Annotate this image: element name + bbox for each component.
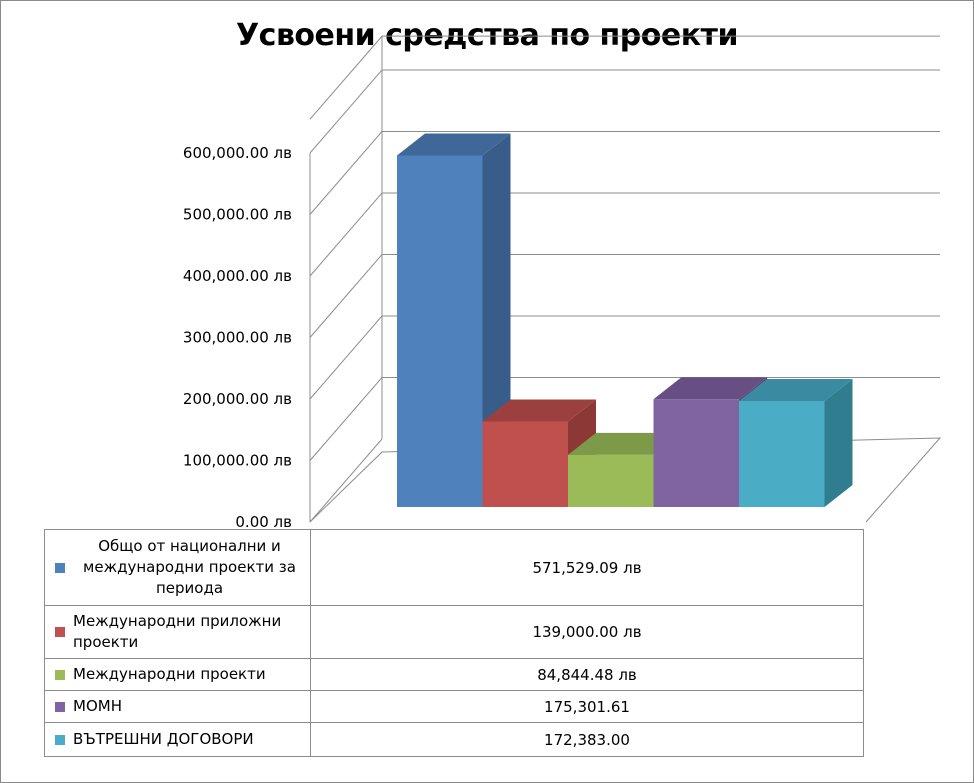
bar-top	[397, 133, 511, 156]
legend-cell: Международни проекти	[44, 658, 311, 691]
y-tick-label: 600,000.00 лв	[183, 144, 292, 162]
legend-key	[55, 734, 65, 745]
y-tick-label: 400,000.00 лв	[183, 267, 292, 285]
bar	[739, 378, 853, 507]
table-row: Международни приложни проекти 139,000.00 …	[44, 605, 864, 659]
y-tick-label: 300,000.00 лв	[183, 329, 292, 347]
bar	[397, 133, 511, 507]
legend-cell: МОМН	[44, 690, 311, 723]
bar-front	[653, 399, 739, 507]
legend-key	[55, 669, 65, 680]
gridline	[309, 35, 940, 120]
bar-front	[397, 155, 483, 507]
bar-top	[653, 377, 767, 400]
value-cell: 139,000.00 лв	[310, 605, 864, 659]
chart-bars	[397, 133, 853, 507]
legend-cell: Общо от национални и международни проект…	[44, 529, 311, 606]
value-cell: 84,844.48 лв	[310, 658, 864, 691]
y-axis-tick-labels: 0.00 лв 100,000.00 лв 200,000.00 лв 300,000…	[183, 144, 292, 531]
gridline	[309, 438, 383, 523]
legend-label: ВЪТРЕШНИ ДОГОВОРИ	[73, 730, 254, 748]
legend-cell: ВЪТРЕШНИ ДОГОВОРИ	[44, 722, 311, 757]
y-tick-label: 0.00 лв	[235, 513, 292, 531]
legend-key	[55, 701, 65, 712]
data-table: Общо от национални и международни проект…	[44, 529, 864, 757]
bar-front	[568, 454, 654, 507]
legend-cell: Международни приложни проекти	[44, 605, 311, 659]
y-tick-label: 100,000.00 лв	[183, 452, 292, 470]
legend-label: Международни проекти	[73, 665, 266, 683]
table-row: ВЪТРЕШНИ ДОГОВОРИ 172,383.00	[44, 722, 864, 757]
value-cell: 175,301.61	[310, 690, 864, 723]
table-row: МОМН 175,301.61	[44, 690, 864, 723]
legend-key	[55, 562, 65, 573]
bar-front	[739, 400, 825, 507]
y-tick-label: 500,000.00 лв	[183, 206, 292, 224]
value-cell: 571,529.09 лв	[310, 529, 864, 606]
chart-title: Усвоени средства по проекти	[236, 18, 738, 53]
legend-label: Международни приложни проекти	[73, 612, 282, 651]
legend-key	[55, 627, 65, 637]
bar-side	[824, 378, 853, 507]
bar	[568, 432, 682, 507]
legend-label: Общо от национални и международни проект…	[83, 537, 296, 597]
bar-top	[482, 399, 596, 422]
legend-label: МОМН	[73, 697, 122, 715]
value-cell: 172,383.00	[310, 722, 864, 757]
bar-top	[568, 432, 682, 455]
bar-front	[482, 421, 568, 507]
gridline	[309, 69, 940, 154]
y-tick-label: 200,000.00 лв	[183, 390, 292, 408]
table-row: Общо от национални и международни проект…	[44, 529, 864, 606]
table-row: Международни проекти 84,844.48 лв	[44, 658, 864, 691]
bar-top	[739, 378, 853, 401]
